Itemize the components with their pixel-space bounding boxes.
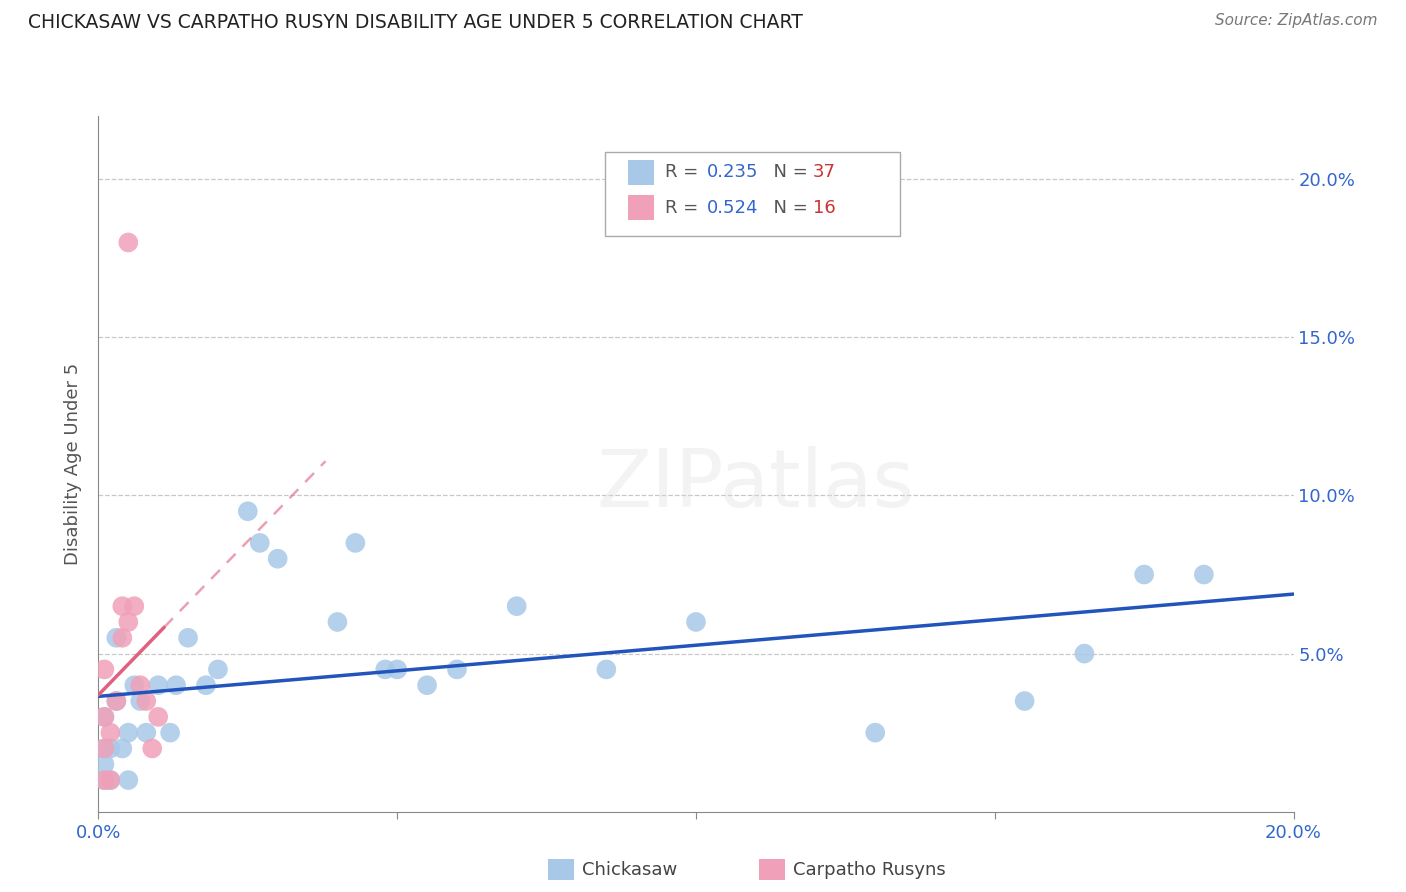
Point [865,725,887,739]
Point [100,773,122,788]
Point [129,678,152,692]
Point [129,694,152,708]
Point [111,631,134,645]
Point [117,773,139,788]
Point [159,725,181,739]
Point [93,773,115,788]
Point [1192,567,1215,582]
Point [100,725,122,739]
Point [117,615,139,629]
Point [93,741,115,756]
Point [148,710,170,724]
Point [446,662,468,676]
Text: R =: R = [665,199,704,217]
Point [374,662,396,676]
Point [165,678,187,692]
Text: 16: 16 [813,199,835,217]
Point [148,678,170,692]
Point [93,773,115,788]
Text: Carpatho Rusyns: Carpatho Rusyns [793,861,946,879]
Point [595,662,617,676]
Text: 0.235: 0.235 [707,163,759,181]
Text: Source: ZipAtlas.com: Source: ZipAtlas.com [1215,13,1378,29]
Y-axis label: Disability Age Under 5: Disability Age Under 5 [65,363,83,565]
Text: ZIPatlas: ZIPatlas [596,446,915,524]
Point [100,773,122,788]
Point [135,725,157,739]
Point [117,725,139,739]
Point [385,662,409,676]
Text: CHICKASAW VS CARPATHO RUSYN DISABILITY AGE UNDER 5 CORRELATION CHART: CHICKASAW VS CARPATHO RUSYN DISABILITY A… [28,13,803,32]
Point [111,741,134,756]
Point [105,631,128,645]
Point [124,599,146,614]
Point [236,504,259,518]
Point [1014,694,1036,708]
Point [1073,647,1095,661]
Text: Chickasaw: Chickasaw [582,861,678,879]
Point [93,710,115,724]
Point [93,710,115,724]
Text: N =: N = [762,199,814,217]
Point [326,615,349,629]
Point [93,741,115,756]
Point [249,536,271,550]
Text: 37: 37 [813,163,835,181]
Point [506,599,529,614]
Point [105,694,128,708]
Text: R =: R = [665,163,704,181]
Point [93,662,115,676]
Point [111,599,134,614]
Point [416,678,439,692]
Point [93,757,115,772]
Text: N =: N = [762,163,814,181]
Point [117,235,139,250]
Point [685,615,707,629]
Point [195,678,218,692]
Point [207,662,229,676]
Point [177,631,200,645]
Point [105,694,128,708]
Point [100,741,122,756]
Point [344,536,367,550]
Point [141,741,163,756]
Point [267,551,290,566]
Point [1133,567,1156,582]
Point [135,694,157,708]
Text: 0.524: 0.524 [707,199,759,217]
Point [124,678,146,692]
